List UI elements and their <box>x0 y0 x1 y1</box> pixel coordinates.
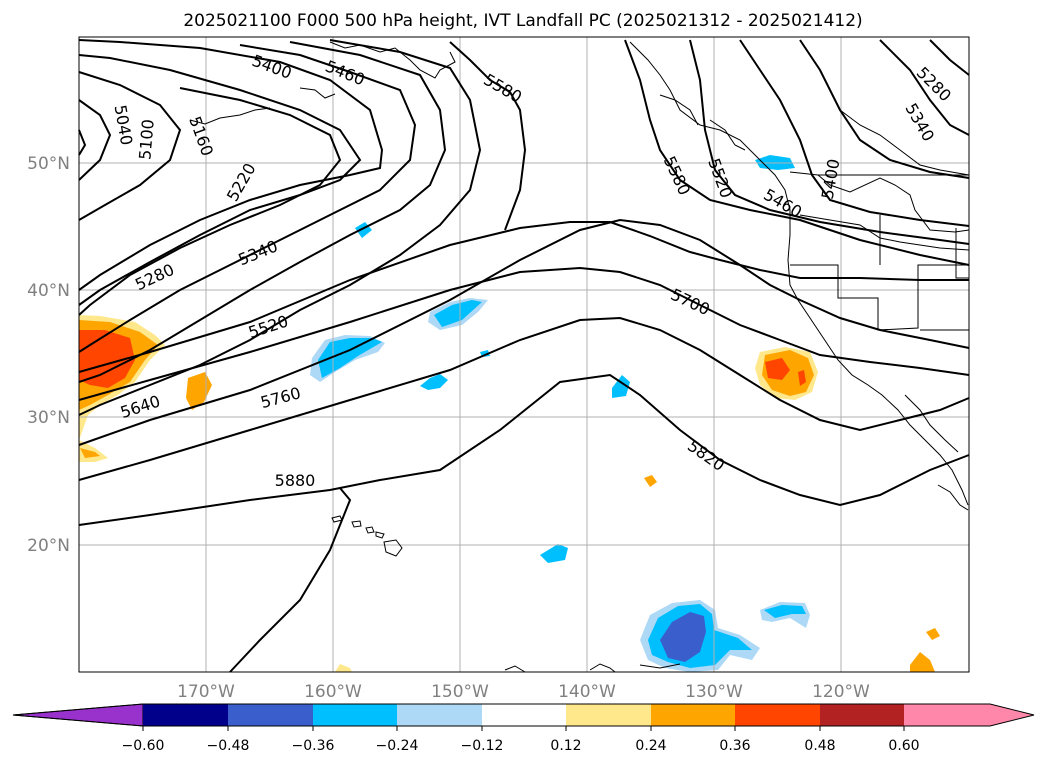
colorbar-tick-label: −0.60 <box>122 738 165 754</box>
lat-label-20n: 20°N <box>27 536 70 556</box>
colorbar-tick-label: −0.24 <box>376 738 419 754</box>
colorbar-tick-label: 0.48 <box>804 738 835 754</box>
colorbar-swatch <box>228 704 313 726</box>
colorbar-swatch <box>482 704 566 726</box>
lon-label-140w: 140°W <box>558 682 616 702</box>
colorbar-swatch <box>651 704 735 726</box>
lat-label-50n: 50°N <box>27 154 70 174</box>
hawaii-islands <box>331 515 403 557</box>
contour-label: 5880 <box>275 471 316 490</box>
height-contours <box>78 39 970 673</box>
lon-label-120w: 120°W <box>812 682 870 702</box>
colorbar-tick-label: 0.12 <box>550 738 581 754</box>
lat-label-30n: 30°N <box>27 408 70 428</box>
lon-label-130w: 130°W <box>685 682 743 702</box>
colorbar-tick-marks <box>142 726 905 731</box>
colorbar: −0.60 −0.48 −0.36 −0.24 −0.12 0.12 0.24 … <box>12 703 1035 754</box>
longitude-labels: 170°W 160°W 150°W 140°W 130°W 120°W <box>177 682 870 702</box>
cool-shading <box>310 155 810 672</box>
colorbar-tick-label: −0.48 <box>207 738 250 754</box>
colorbar-extend-max <box>904 704 1034 726</box>
coastlines <box>189 41 970 673</box>
colorbar-swatch <box>143 704 228 726</box>
colorbar-swatch <box>397 704 482 726</box>
contour-label: 5100 <box>135 118 157 160</box>
map-background <box>79 37 969 672</box>
lon-label-150w: 150°W <box>431 682 489 702</box>
latitude-labels: 50°N 40°N 30°N 20°N <box>27 154 70 556</box>
colorbar-tick-label: −0.36 <box>292 738 335 754</box>
lon-label-160w: 160°W <box>304 682 362 702</box>
map-frame <box>78 36 970 673</box>
colorbar-swatch <box>820 704 904 726</box>
colorbar-extend-min <box>12 703 144 727</box>
lat-label-40n: 40°N <box>27 281 70 301</box>
lon-label-170w: 170°W <box>177 682 235 702</box>
colorbar-tick-label: 0.60 <box>888 738 919 754</box>
map-title: 2025021100 F000 500 hPa height, IVT Land… <box>183 11 862 31</box>
colorbar-swatch <box>313 704 397 726</box>
colorbar-swatch <box>566 704 651 726</box>
graticule <box>79 37 969 672</box>
colorbar-swatch <box>735 704 820 726</box>
colorbar-tick-label: 0.36 <box>719 738 750 754</box>
colorbar-tick-label: 0.24 <box>635 738 666 754</box>
colorbar-tick-label: −0.12 <box>461 738 504 754</box>
